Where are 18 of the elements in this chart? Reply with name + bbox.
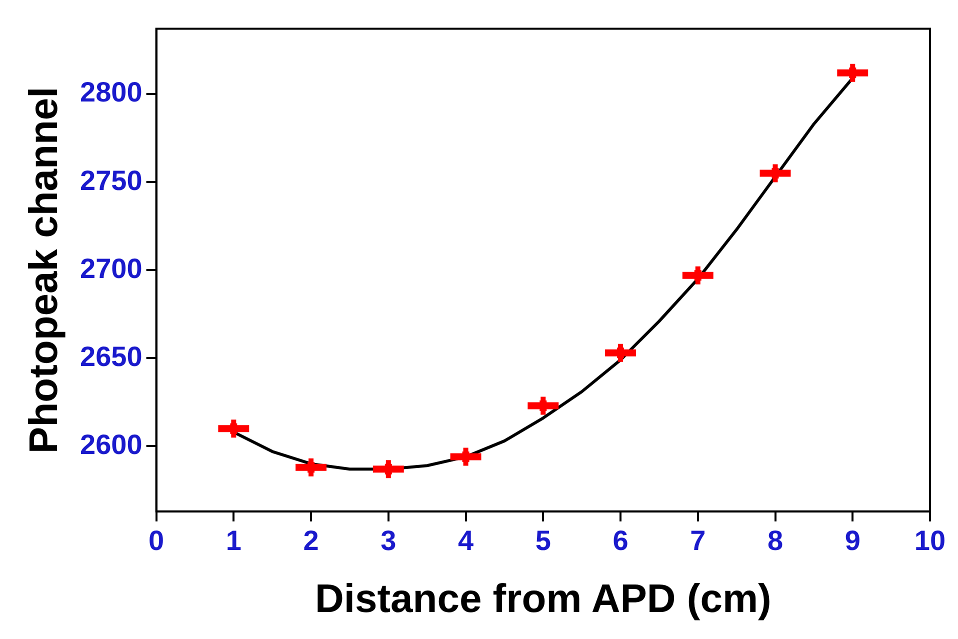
- x-tick-label: 9: [844, 524, 860, 556]
- y-tick-label: 2600: [80, 428, 142, 460]
- y-tick-label: 2650: [80, 340, 142, 372]
- x-axis-title: Distance from APD (cm): [314, 577, 772, 622]
- x-tick-label: 6: [612, 524, 628, 556]
- x-tick-label: 4: [458, 524, 474, 556]
- x-tick-label: 2: [303, 524, 319, 556]
- x-tick-label: 0: [148, 524, 164, 556]
- x-tick-label: 1: [226, 524, 242, 556]
- y-tick-label: 2800: [80, 76, 142, 108]
- x-tick-label: 3: [380, 524, 396, 556]
- y-axis-title: Photopeak channel: [22, 86, 66, 454]
- y-tick-label: 2750: [80, 164, 142, 196]
- y-tick-label: 2700: [80, 252, 142, 284]
- x-tick-label: 10: [914, 524, 946, 556]
- x-tick-label: 7: [690, 524, 706, 556]
- x-tick-label: 5: [535, 524, 551, 556]
- x-tick-label: 8: [767, 524, 784, 556]
